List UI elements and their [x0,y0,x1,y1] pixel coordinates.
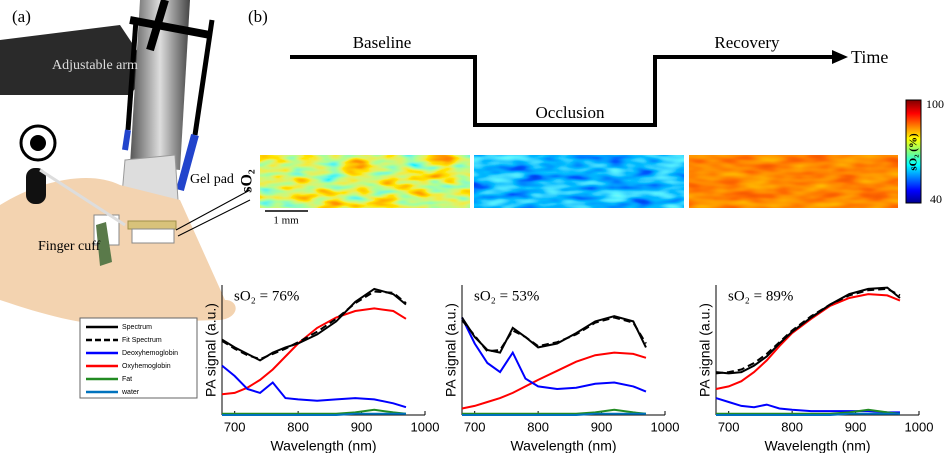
series-line [462,412,646,416]
y-axis-label: PA signal (a.u.) [203,303,219,397]
series-line [716,408,901,415]
legend-entries: Spectrum Fit Spectrum Deoxyhemoglobin Oxyhe… [86,324,178,396]
series-line [461,316,647,353]
legend-label: Deoxyhemoglobin [122,350,178,357]
x-tick-label: 900 [591,419,613,434]
legend-label: water [121,389,140,396]
timeline [290,55,835,127]
series-line [222,408,407,415]
legend-label: Spectrum [122,324,152,331]
heatmap [474,155,684,208]
setup-illustration [0,0,251,325]
panel-label: (a) [12,7,31,26]
x-tick-label: 700 [718,419,740,434]
scale-label: 1 mm [273,215,299,227]
y-axis-label: PA signal (a.u.) [443,303,459,397]
x-tick-label: 900 [845,419,867,434]
legend-label: Fat [122,376,132,383]
series-line [222,412,406,416]
x-tick-label: 700 [224,419,246,434]
colorbar-max: 100 [926,97,944,111]
chart-title: sO₂ = 89% [728,288,793,304]
panel-label: (b) [248,7,268,26]
x-axis-label: Wavelength (nm) [510,438,616,453]
x-tick-label: 800 [781,419,803,434]
x-tick-label: 800 [287,419,309,434]
heatmap [260,155,470,208]
series-line [715,286,901,375]
chart-title: sO₂ = 76% [234,288,299,304]
phase-label: Baseline [353,33,412,52]
legend-label: Fit Spectrum [122,337,162,344]
series-line [461,317,647,393]
x-axis-label: Wavelength (nm) [270,438,376,453]
phase-label: Occlusion [536,103,605,122]
series-line [715,397,900,414]
x-tick-label: 1000 [651,419,680,434]
series-line [221,287,407,362]
series-line [716,412,900,416]
arrow-head [832,50,848,64]
annotation: Finger cuff [38,239,101,254]
x-tick-label: 900 [351,419,373,434]
series-line [461,351,647,410]
legend [79,317,198,399]
annotation: Adjustable arm [52,58,138,73]
annotation: Gel pad [190,172,234,187]
colorbar-title: sO₂ (%) [908,133,920,171]
colorbar-min: 40 [930,192,942,206]
series-line [715,293,901,390]
chart-title: sO₂ = 53% [474,288,539,304]
series-line [462,408,647,415]
x-tick-label: 1000 [411,419,440,434]
axis-label: Time [851,47,888,67]
phase-label: Recovery [714,33,780,52]
colorbar [905,99,922,204]
series-line [221,364,407,409]
heatmap [689,155,898,208]
x-tick-label: 1000 [905,419,934,434]
x-tick-label: 800 [527,419,549,434]
y-axis-label: PA signal (a.u.) [697,303,713,397]
x-tick-label: 700 [464,419,486,434]
x-axis-label: Wavelength (nm) [764,438,870,453]
series-line [461,315,647,354]
map-label: sO₂ [239,169,256,193]
series-line [715,287,901,375]
legend-label: Oxyhemoglobin [122,363,171,370]
series-line [221,307,407,396]
